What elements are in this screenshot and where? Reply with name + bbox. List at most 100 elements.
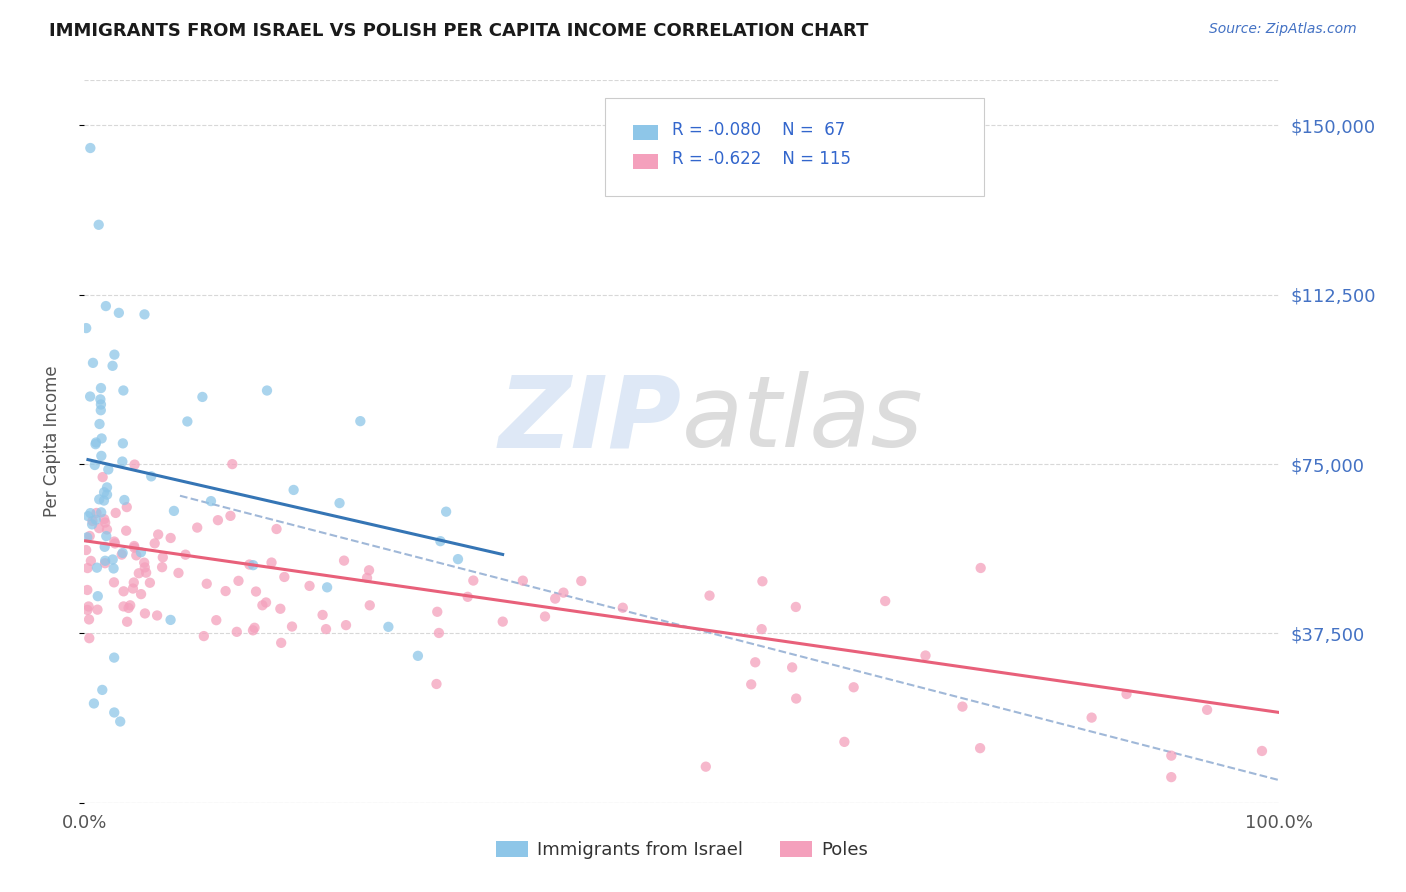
Point	[90, 381, 112, 395]
Point	[357, 563, 380, 577]
Point	[242, 558, 264, 573]
Point	[77, 612, 100, 626]
Point	[84, 437, 107, 451]
Point	[143, 536, 166, 550]
Point	[125, 549, 148, 563]
Point	[90, 449, 112, 463]
Point	[76, 603, 98, 617]
Point	[273, 570, 295, 584]
Text: ZIP: ZIP	[499, 371, 682, 468]
Point	[612, 600, 634, 615]
Point	[780, 660, 803, 674]
Point	[90, 505, 112, 519]
Point	[93, 493, 115, 508]
Point	[1197, 703, 1219, 717]
Point	[406, 648, 429, 663]
Point	[359, 599, 381, 613]
Point	[87, 521, 110, 535]
Point	[426, 605, 449, 619]
Point	[82, 514, 104, 528]
Point	[108, 306, 131, 320]
Point	[463, 574, 485, 588]
Text: Source: ZipAtlas.com: Source: ZipAtlas.com	[1209, 22, 1357, 37]
Point	[96, 529, 118, 543]
Point	[86, 602, 108, 616]
Point	[447, 552, 470, 566]
Point	[82, 356, 104, 370]
Point	[333, 554, 356, 568]
Point	[134, 560, 156, 574]
Point	[699, 589, 721, 603]
Point	[115, 524, 138, 538]
Point	[90, 432, 112, 446]
Point	[112, 584, 135, 599]
Point	[86, 506, 108, 520]
Point	[96, 523, 118, 537]
Text: R = -0.622    N = 115: R = -0.622 N = 115	[672, 150, 851, 168]
Point	[103, 561, 125, 575]
Point	[104, 536, 127, 550]
Point	[492, 615, 515, 629]
Point	[84, 435, 107, 450]
Point	[167, 566, 190, 580]
Point	[221, 457, 243, 471]
Point	[103, 650, 125, 665]
Point	[785, 599, 807, 614]
Point	[111, 436, 134, 450]
Point	[89, 417, 111, 431]
Point	[553, 585, 575, 599]
Point	[228, 574, 250, 588]
Point	[79, 631, 101, 645]
Point	[94, 556, 117, 570]
Point	[112, 493, 135, 508]
Point	[427, 626, 450, 640]
Point	[174, 548, 197, 562]
Point	[281, 619, 304, 633]
Point	[1160, 770, 1182, 784]
Point	[349, 414, 371, 428]
Point	[148, 527, 170, 541]
Point	[79, 506, 101, 520]
Point	[457, 590, 479, 604]
Point	[214, 584, 236, 599]
Point	[83, 458, 105, 472]
Point	[84, 513, 107, 527]
Point	[110, 714, 132, 729]
Point	[134, 307, 156, 321]
Point	[77, 599, 100, 614]
Point	[569, 574, 592, 588]
Point	[315, 622, 337, 636]
Point	[90, 397, 112, 411]
Point	[186, 520, 208, 534]
Point	[117, 601, 139, 615]
Point	[252, 599, 274, 613]
Point	[751, 622, 773, 636]
Point	[544, 591, 567, 606]
Point	[146, 608, 169, 623]
Point	[82, 517, 104, 532]
Point	[94, 516, 117, 530]
Point	[1080, 710, 1102, 724]
Point	[129, 587, 152, 601]
Point	[83, 697, 105, 711]
Point	[1115, 687, 1137, 701]
Point	[429, 534, 451, 549]
Y-axis label: Per Capita Income: Per Capita Income	[42, 366, 60, 517]
Text: R = -0.080    N =  67: R = -0.080 N = 67	[672, 121, 845, 139]
Point	[91, 470, 114, 484]
Point	[128, 566, 150, 581]
Point	[298, 579, 321, 593]
Point	[751, 574, 773, 589]
Point	[266, 522, 288, 536]
Point	[356, 571, 378, 585]
Point	[695, 760, 717, 774]
Point	[90, 403, 112, 417]
Text: IMMIGRANTS FROM ISRAEL VS POLISH PER CAPITA INCOME CORRELATION CHART: IMMIGRANTS FROM ISRAEL VS POLISH PER CAP…	[49, 22, 869, 40]
Point	[152, 550, 174, 565]
Point	[311, 607, 333, 622]
Point	[238, 558, 260, 572]
Point	[744, 655, 766, 669]
Point	[103, 348, 125, 362]
Point	[76, 530, 98, 544]
Point	[193, 629, 215, 643]
